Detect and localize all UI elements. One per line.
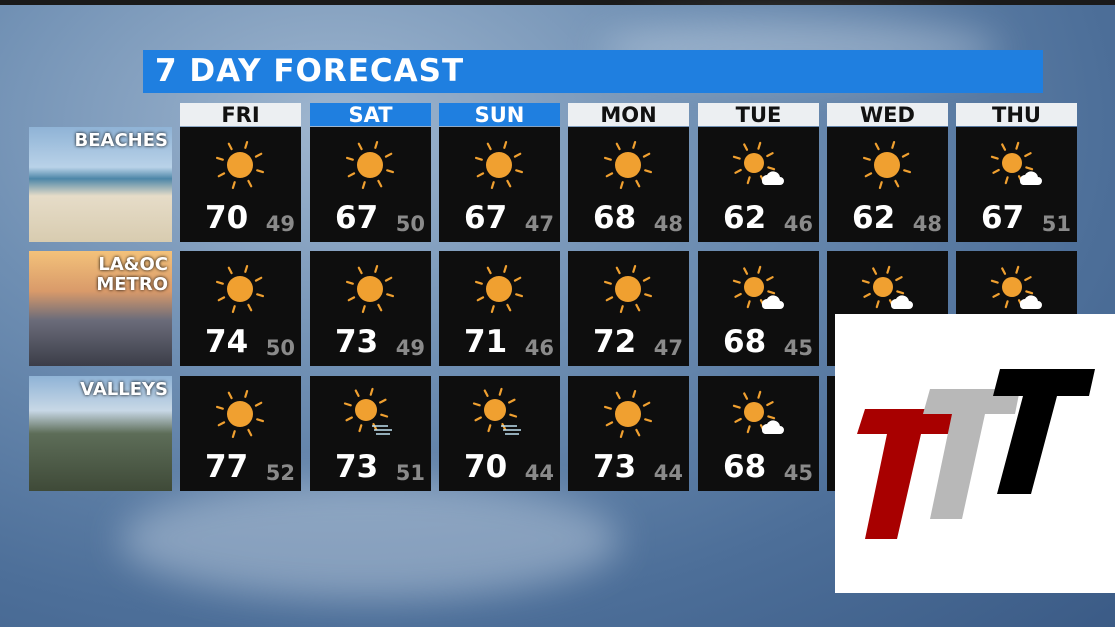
low-temp: 45 [783,461,813,485]
high-temp: 70 [205,200,249,236]
sunny-icon [603,140,653,190]
sunny-icon [345,140,395,190]
low-temp: 44 [524,461,554,485]
day-header-wed: WED [827,103,948,127]
sunny-icon [345,264,395,314]
partly-sunny-icon [990,265,1042,309]
region-1: LA&OC METRO [29,251,172,366]
sunny-icon [215,264,265,314]
sunny-icon [603,389,653,439]
high-temp: 68 [723,449,767,485]
high-temp: 67 [981,200,1025,236]
forecast-cell: 73 49 [310,251,431,366]
forecast-cell: 67 47 [439,127,560,242]
sunny-icon [215,140,265,190]
region-label: LA&OC METRO [96,254,168,295]
low-temp: 51 [395,461,425,485]
day-header-sat: SAT [310,103,431,127]
low-temp: 50 [395,212,425,236]
ttt-logo-icon [857,369,1095,539]
forecast-cell: 62 48 [827,127,948,242]
forecast-cell: 62 46 [698,127,819,242]
forecast-cell: 70 49 [180,127,301,242]
low-temp: 48 [653,212,683,236]
forecast-title: 7 DAY FORECAST [143,50,1043,93]
sunny-icon [862,140,912,190]
high-temp: 62 [723,200,767,236]
high-temp: 73 [335,324,379,360]
low-temp: 49 [395,336,425,360]
forecast-cell: 68 45 [698,376,819,491]
forecast-cell: 68 48 [568,127,689,242]
partly-sunny-icon [732,141,784,185]
region-2: VALLEYS [29,376,172,491]
sunny-windy-icon [343,387,392,435]
low-temp: 46 [783,212,813,236]
low-temp: 48 [912,212,942,236]
day-header-mon: MON [568,103,689,127]
high-temp: 68 [593,200,637,236]
high-temp: 67 [464,200,508,236]
high-temp: 72 [593,324,637,360]
station-logo [835,314,1115,593]
high-temp: 62 [852,200,896,236]
day-header-thu: THU [956,103,1077,127]
high-temp: 73 [335,449,379,485]
partly-sunny-icon [732,390,784,434]
forecast-cell: 67 50 [310,127,431,242]
day-header-fri: FRI [180,103,301,127]
high-temp: 70 [464,449,508,485]
high-temp: 73 [593,449,637,485]
sunny-icon [215,389,265,439]
sunny-icon [474,140,524,190]
high-temp: 68 [723,324,767,360]
forecast-cell: 68 45 [698,251,819,366]
top-border [0,0,1115,5]
cloud-background [120,480,620,600]
forecast-cell: 70 44 [439,376,560,491]
low-temp: 49 [265,212,295,236]
day-header-tue: TUE [698,103,819,127]
low-temp: 52 [265,461,295,485]
low-temp: 51 [1041,212,1071,236]
forecast-cell: 73 51 [310,376,431,491]
low-temp: 46 [524,336,554,360]
forecast-cell: 73 44 [568,376,689,491]
sunny-icon [603,264,653,314]
high-temp: 71 [464,324,508,360]
high-temp: 77 [205,449,249,485]
forecast-cell: 67 51 [956,127,1077,242]
partly-sunny-icon [861,265,913,309]
partly-sunny-icon [732,265,784,309]
region-label: BEACHES [74,130,168,151]
region-0: BEACHES [29,127,172,242]
day-header-sun: SUN [439,103,560,127]
forecast-cell: 72 47 [568,251,689,366]
low-temp: 47 [524,212,554,236]
forecast-cell: 71 46 [439,251,560,366]
low-temp: 45 [783,336,813,360]
low-temp: 47 [653,336,683,360]
forecast-cell: 74 50 [180,251,301,366]
high-temp: 67 [335,200,379,236]
low-temp: 44 [653,461,683,485]
high-temp: 74 [205,324,249,360]
forecast-cell: 77 52 [180,376,301,491]
low-temp: 50 [265,336,295,360]
sunny-icon [474,264,524,314]
region-label: VALLEYS [80,379,168,400]
partly-sunny-icon [990,141,1042,185]
sunny-windy-icon [472,387,521,435]
